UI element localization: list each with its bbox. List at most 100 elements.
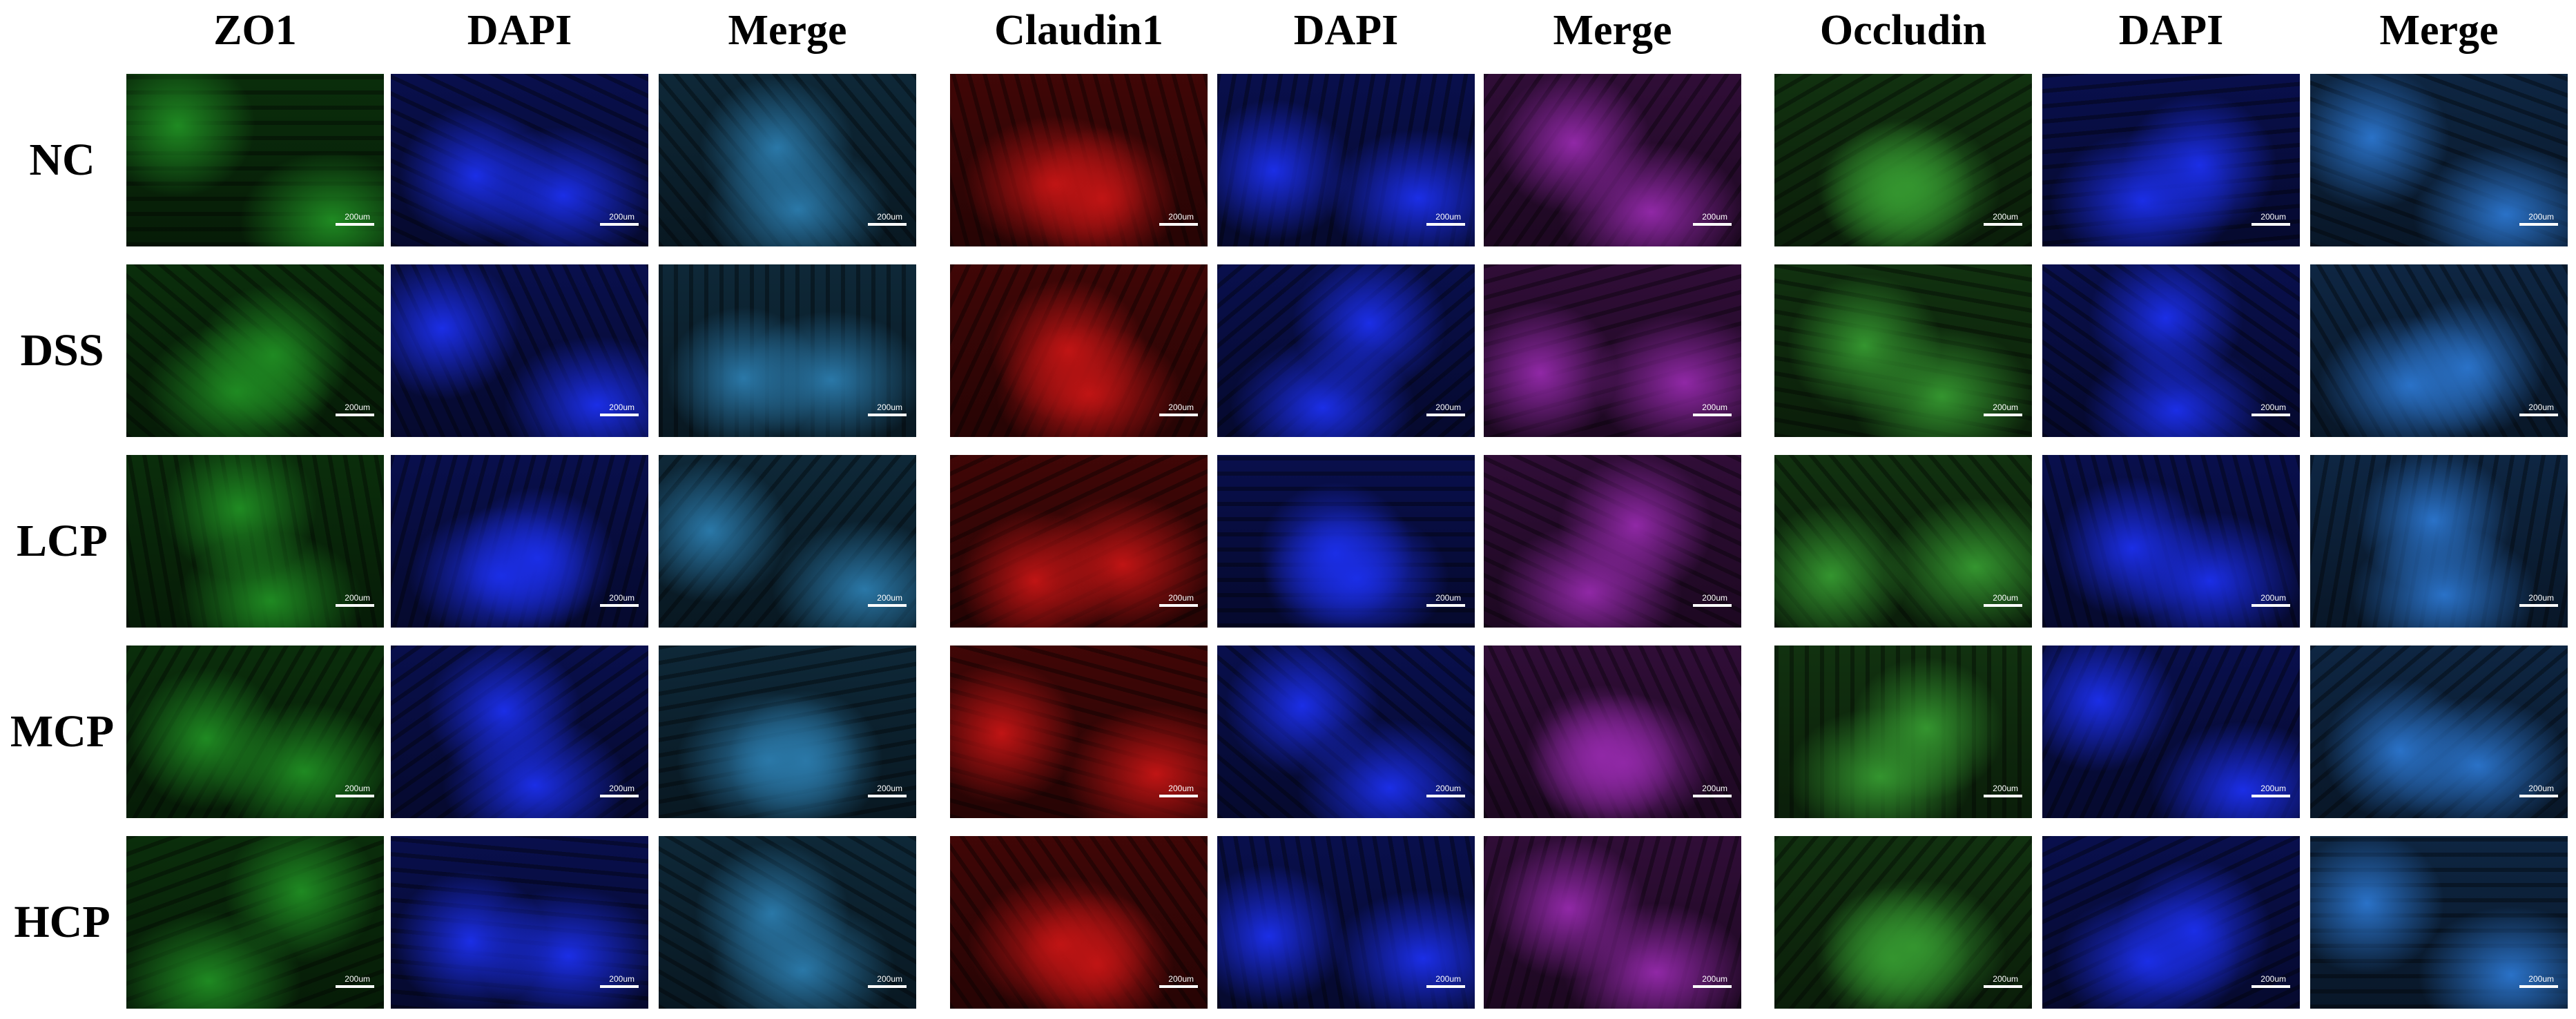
scale-bar-label: 200um (877, 784, 902, 793)
scale-bar (1426, 795, 1465, 797)
scale-bar (2251, 604, 2290, 607)
scale-bar-label: 200um (2528, 784, 2554, 793)
scale-bar-label: 200um (2260, 974, 2286, 984)
scale-bar (336, 414, 374, 416)
scale-bar (336, 985, 374, 988)
scale-bar-label: 200um (1702, 784, 1727, 793)
micrograph-panel: 200um (1217, 264, 1475, 437)
micrograph-panel: 200um (1774, 836, 2032, 1009)
scale-bar-label: 200um (1702, 212, 1727, 222)
scale-bar (1693, 223, 1732, 226)
micrograph-panel: 200um (1774, 646, 2032, 818)
scale-bar (1693, 604, 1732, 607)
scale-bar (1984, 223, 2022, 226)
scale-bar (1426, 223, 1465, 226)
micrograph-panel: 200um (1484, 264, 1741, 437)
micrograph-panel: 200um (2042, 74, 2300, 246)
scale-bar-label: 200um (1168, 784, 1194, 793)
micrograph-panel: 200um (126, 74, 384, 246)
scale-bar-label: 200um (609, 212, 635, 222)
scale-bar-label: 200um (1993, 402, 2018, 412)
scale-bar-label: 200um (2260, 212, 2286, 222)
row-label: LCP (17, 516, 108, 566)
micrograph-panel: 200um (391, 264, 648, 437)
scale-bar (600, 604, 639, 607)
scale-bar (1984, 604, 2022, 607)
column-header: Claudin1 (994, 7, 1163, 54)
scale-bar-label: 200um (1168, 212, 1194, 222)
row-label: DSS (20, 325, 104, 376)
scale-bar-label: 200um (345, 784, 370, 793)
scale-bar (600, 795, 639, 797)
micrograph-panel: 200um (950, 646, 1208, 818)
micrograph-panel: 200um (1217, 455, 1475, 628)
scale-bar (1159, 414, 1198, 416)
scale-bar-label: 200um (609, 593, 635, 603)
micrograph-panel: 200um (2042, 455, 2300, 628)
micrograph-panel: 200um (1217, 646, 1475, 818)
scale-bar (1693, 795, 1732, 797)
scale-bar (1984, 985, 2022, 988)
micrograph-panel: 200um (1774, 455, 2032, 628)
micrograph-panel: 200um (950, 264, 1208, 437)
scale-bar-label: 200um (1702, 402, 1727, 412)
scale-bar (2251, 223, 2290, 226)
scale-bar (336, 604, 374, 607)
scale-bar (1426, 604, 1465, 607)
scale-bar-label: 200um (1435, 784, 1461, 793)
micrograph-panel: 200um (2310, 836, 2568, 1009)
scale-bar (336, 795, 374, 797)
scale-bar (600, 414, 639, 416)
micrograph-panel: 200um (659, 646, 916, 818)
scale-bar (1693, 414, 1732, 416)
micrograph-panel: 200um (126, 264, 384, 437)
micrograph-panel: 200um (1484, 74, 1741, 246)
micrograph-panel: 200um (659, 836, 916, 1009)
micrograph-panel: 200um (950, 455, 1208, 628)
scale-bar (1426, 985, 1465, 988)
column-header: Merge (2379, 7, 2499, 54)
micrograph-panel: 200um (2042, 646, 2300, 818)
micrograph-panel: 200um (391, 646, 648, 818)
scale-bar-label: 200um (877, 593, 902, 603)
column-header: Occludin (1819, 7, 1987, 54)
micrograph-panel: 200um (950, 74, 1208, 246)
micrograph-panel: 200um (126, 836, 384, 1009)
scale-bar-label: 200um (1435, 212, 1461, 222)
column-header: DAPI (2118, 7, 2224, 54)
scale-bar-label: 200um (1168, 593, 1194, 603)
scale-bar-label: 200um (1168, 974, 1194, 984)
scale-bar (600, 985, 639, 988)
scale-bar (600, 223, 639, 226)
scale-bar (868, 414, 907, 416)
row-label: MCP (10, 706, 115, 757)
scale-bar (868, 604, 907, 607)
micrograph-panel: 200um (1774, 74, 2032, 246)
scale-bar-label: 200um (2528, 593, 2554, 603)
scale-bar-label: 200um (345, 402, 370, 412)
scale-bar (2519, 795, 2558, 797)
scale-bar-label: 200um (2260, 784, 2286, 793)
scale-bar (2519, 604, 2558, 607)
scale-bar (336, 223, 374, 226)
scale-bar (2251, 795, 2290, 797)
scale-bar (1159, 985, 1198, 988)
micrograph-panel: 200um (2042, 836, 2300, 1009)
scale-bar-label: 200um (2528, 212, 2554, 222)
micrograph-panel: 200um (391, 74, 648, 246)
micrograph-panel: 200um (2310, 264, 2568, 437)
scale-bar-label: 200um (1168, 402, 1194, 412)
scale-bar (868, 795, 907, 797)
scale-bar (2251, 985, 2290, 988)
scale-bar-label: 200um (609, 402, 635, 412)
scale-bar-label: 200um (1993, 784, 2018, 793)
scale-bar-label: 200um (609, 784, 635, 793)
row-label: HCP (14, 897, 110, 947)
scale-bar-label: 200um (2528, 402, 2554, 412)
scale-bar (1159, 604, 1198, 607)
scale-bar-label: 200um (877, 212, 902, 222)
micrograph-panel: 200um (2310, 74, 2568, 246)
micrograph-panel: 200um (1217, 836, 1475, 1009)
scale-bar-label: 200um (2528, 974, 2554, 984)
